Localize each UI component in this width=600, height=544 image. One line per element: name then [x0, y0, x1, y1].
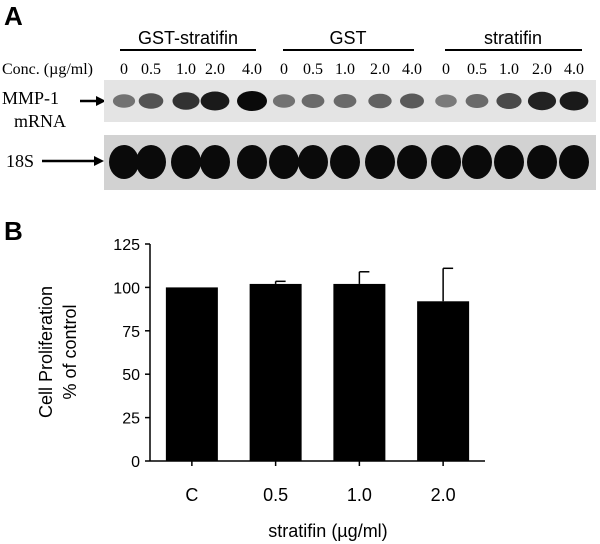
- 18s-band: [462, 145, 492, 179]
- 18s-band: [200, 145, 230, 179]
- y-axis-title-line1: Cell Proliferation: [36, 286, 56, 418]
- mmp1-band: [559, 91, 589, 111]
- bar: [249, 283, 302, 461]
- lane-labels: 0 0.5 1.0 2.0 4.0 0 0.5 1.0 2.0 4.0 0 0.5 1.0 2.0 4.0: [120, 61, 584, 78]
- bar: [417, 301, 470, 461]
- x-tick-label: 2.0: [431, 485, 456, 505]
- lane-conc-label: 0.5: [303, 61, 323, 78]
- 18s-band: [269, 145, 299, 179]
- 18s-band: [527, 145, 557, 179]
- x-tick-label: C: [185, 485, 198, 505]
- 18s-band: [365, 145, 395, 179]
- y-tick-label: 50: [122, 367, 140, 384]
- mmp1-band: [172, 92, 200, 110]
- lane-conc-label: 0: [442, 61, 450, 78]
- panel-a-letter: A: [4, 1, 23, 31]
- y-tick-label: 125: [113, 237, 140, 254]
- bar: [165, 287, 218, 461]
- mmp1-label-line2: mRNA: [14, 111, 66, 131]
- mmp1-band: [368, 93, 392, 109]
- lane-conc-label: 0.5: [467, 61, 487, 78]
- 18s-band: [559, 145, 589, 179]
- mmp1-band: [527, 91, 557, 111]
- 18s-band: [431, 145, 461, 179]
- mmp1-band: [400, 93, 424, 109]
- x-axis-title: stratifin (µg/ml): [268, 521, 387, 541]
- group-headers: GST-stratifin GST stratifin: [120, 28, 582, 51]
- lane-conc-label: 2.0: [370, 61, 390, 78]
- mmp1-band: [301, 94, 325, 108]
- lane-conc-label: 4.0: [242, 61, 262, 78]
- 18s-label: 18S: [6, 151, 34, 171]
- 18s-band: [171, 145, 201, 179]
- lane-conc-label: 4.0: [564, 61, 584, 78]
- group-label-gst-stratifin: GST-stratifin: [138, 28, 238, 48]
- lane-conc-label: 0: [280, 61, 288, 78]
- 18s-band: [109, 145, 139, 179]
- mmp1-band: [465, 94, 489, 108]
- lane-conc-label: 2.0: [205, 61, 225, 78]
- y-tick-label: 25: [122, 411, 140, 428]
- mmp1-band: [272, 94, 296, 108]
- lane-conc-label: 4.0: [402, 61, 422, 78]
- 18s-band: [237, 145, 267, 179]
- 18s-band: [136, 145, 166, 179]
- mmp1-band: [112, 94, 136, 108]
- mmp1-band: [138, 93, 164, 109]
- group-label-gst: GST: [329, 28, 366, 48]
- panel-b-letter: B: [4, 216, 23, 246]
- bar-chart: 0 25 50 75 100 125 C 0.5 1.0 2.0 stratifin (µg/ml)…: [36, 237, 485, 541]
- lane-conc-label: 1.0: [499, 61, 519, 78]
- mmp1-band: [333, 94, 357, 108]
- 18s-band: [397, 145, 427, 179]
- mmp1-band: [237, 91, 267, 111]
- 18s-band: [494, 145, 524, 179]
- 18s-arrow-icon: [42, 156, 104, 166]
- x-tick-label: 1.0: [347, 485, 372, 505]
- lane-conc-label: 1.0: [335, 61, 355, 78]
- lane-conc-label: 0: [120, 61, 128, 78]
- panel-a: A GST-stratifin GST stratifin Conc. (µg/…: [2, 1, 596, 190]
- panel-b: B 0 25 50 75 100 125 C 0.5 1.0 2.0 stratifin (µg/m…: [4, 216, 485, 541]
- lane-conc-label: 1.0: [176, 61, 196, 78]
- bar: [333, 283, 386, 461]
- lane-conc-label: 0.5: [141, 61, 161, 78]
- y-axis-title-line2: % of control: [60, 304, 80, 399]
- conc-label: Conc. (µg/ml): [2, 61, 93, 78]
- x-tick-label: 0.5: [263, 485, 288, 505]
- 18s-band: [298, 145, 328, 179]
- 18s-band: [330, 145, 360, 179]
- blot-bands: [109, 91, 589, 179]
- y-tick-label: 75: [122, 324, 140, 341]
- y-tick-label: 0: [131, 454, 140, 471]
- group-label-stratifin: stratifin: [484, 28, 542, 48]
- mmp1-label-line1: MMP-1: [2, 88, 59, 108]
- mmp1-band: [496, 93, 522, 109]
- y-tick-label: 100: [113, 280, 140, 297]
- mmp1-band: [200, 91, 230, 111]
- mmp1-band: [435, 94, 457, 108]
- mmp1-arrow-icon: [80, 96, 106, 106]
- lane-conc-label: 2.0: [532, 61, 552, 78]
